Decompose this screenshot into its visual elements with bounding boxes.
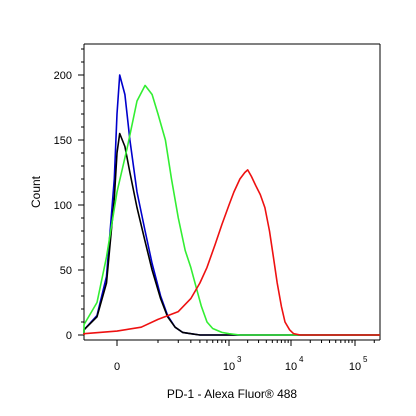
y-tick-label: 100 [54, 200, 72, 212]
x-tick-label: 0 [114, 361, 120, 373]
x-tick-label: 10 [349, 361, 361, 373]
x-tick-exponent: 3 [237, 355, 242, 364]
series-line-2 [83, 132, 380, 336]
x-tick-exponent: 5 [363, 355, 368, 364]
y-tick-label: 150 [54, 135, 72, 147]
series-line-4 [83, 169, 380, 336]
x-tick-exponent: 4 [299, 355, 304, 364]
x-axis-title: PD-1 - Alexa Fluor® 488 [167, 387, 298, 401]
y-axis: 0 50 100 150 200 [54, 48, 84, 342]
x-tick-label: 10 [285, 361, 297, 373]
y-tick-label: 0 [66, 330, 72, 342]
series-line-3 [83, 84, 380, 336]
y-tick-label: 50 [60, 265, 72, 277]
series-line-1 [83, 74, 380, 336]
y-tick-label: 200 [54, 70, 72, 82]
plot-frame [83, 43, 381, 341]
series-layer [83, 74, 380, 336]
x-tick-label: 10 [223, 361, 235, 373]
y-axis-title: Count [29, 175, 43, 208]
